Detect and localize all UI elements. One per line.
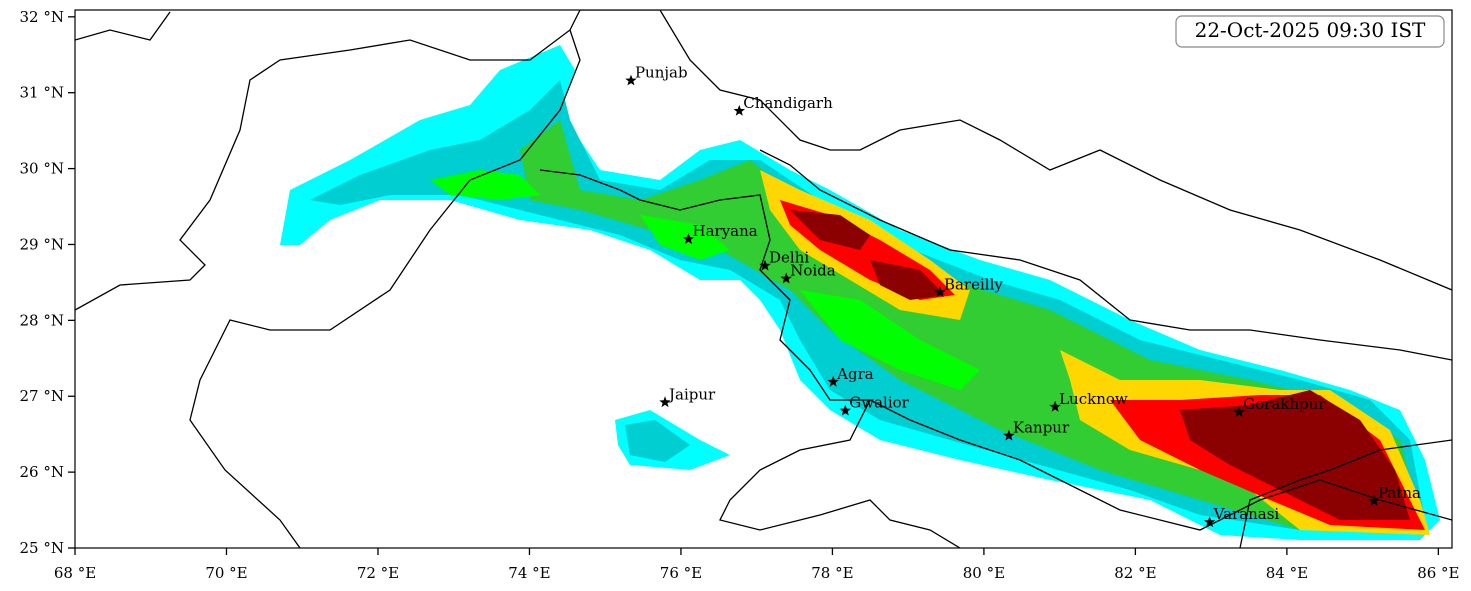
city-label: Gwalior	[849, 394, 909, 412]
city-marker	[659, 396, 671, 408]
city-label: Noida	[790, 262, 836, 280]
city-label: Agra	[836, 365, 874, 383]
y-tick-label: 32 °N	[20, 8, 64, 26]
timestamp-box	[1175, 15, 1445, 48]
city-marker	[1203, 516, 1216, 528]
y-tick-label: 30 °N	[20, 160, 64, 178]
city-marker	[934, 286, 946, 298]
city-label: Delhi	[769, 249, 809, 267]
city-marker	[625, 74, 637, 86]
x-tick-label: 84 °E	[1266, 564, 1308, 582]
x-tick-label: 76 °E	[660, 564, 702, 582]
y-tick-label: 28 °N	[20, 311, 64, 329]
city-marker	[1368, 495, 1380, 506]
y-tick-label: 31 °N	[20, 84, 64, 102]
city-label: Varanasi	[1213, 505, 1280, 523]
city-marker	[682, 233, 695, 244]
city-label: Jaipur	[667, 385, 716, 403]
city-marker	[733, 104, 745, 116]
city-marker	[780, 272, 792, 284]
city-label: Punjab	[635, 64, 688, 82]
x-tick-label: 68 °E	[54, 564, 96, 582]
city-marker	[1003, 429, 1015, 441]
city-marker	[839, 404, 851, 416]
city-label: Gorakhpur	[1243, 395, 1326, 413]
city-marker	[1233, 406, 1245, 417]
city-label: Bareilly	[944, 275, 1003, 293]
timestamp: 22-Oct-2025 09:30 IST	[1195, 18, 1426, 42]
x-tick-label: 80 °E	[963, 564, 1005, 582]
y-tick-label: 26 °N	[20, 463, 64, 481]
x-tick-label: 78 °E	[811, 564, 853, 582]
city-label: Haryana	[693, 222, 758, 240]
city-label: Chandigarh	[743, 94, 833, 112]
city-label: Kanpur	[1013, 419, 1070, 437]
x-tick-label: 86 °E	[1417, 564, 1459, 582]
x-tick-label: 82 °E	[1114, 564, 1156, 582]
frame	[74, 9, 1453, 549]
rain-field	[280, 45, 1440, 540]
x-tick-label: 72 °E	[357, 564, 399, 582]
city-marker	[759, 259, 771, 271]
x-tick-label: 70 °E	[205, 564, 247, 582]
city-marker	[827, 375, 839, 387]
y-tick-label: 25 °N	[20, 539, 64, 557]
city-label: Patna	[1378, 484, 1421, 502]
city-marker	[1049, 400, 1061, 412]
y-tick-label: 27 °N	[20, 387, 64, 405]
y-tick-label: 29 °N	[20, 235, 64, 253]
x-tick-label: 74 °E	[508, 564, 550, 582]
city-label: Lucknow	[1059, 390, 1128, 408]
borders	[75, 10, 1452, 548]
